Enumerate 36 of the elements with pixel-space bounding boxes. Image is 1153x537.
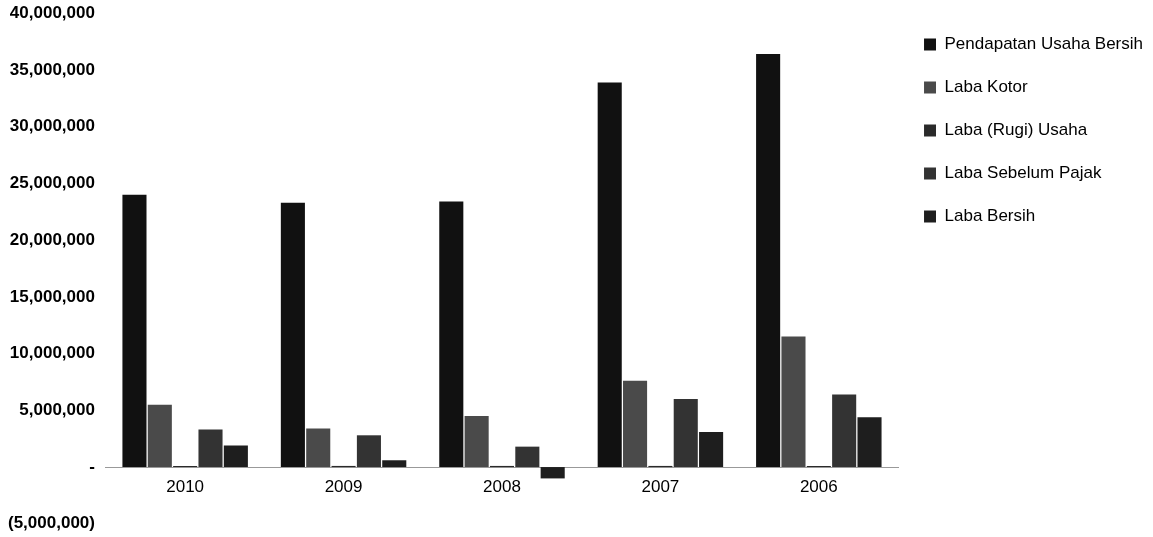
y-tick-label: 40,000,000 — [9, 2, 95, 22]
legend-label: Laba Kotor — [944, 77, 1029, 97]
y-tick-label: 25,000,000 — [9, 173, 95, 193]
y-tick-label: 10,000,000 — [9, 343, 95, 363]
bar — [540, 467, 565, 479]
bar — [306, 428, 331, 468]
x-tick-label: 2007 — [641, 476, 680, 496]
y-tick-label: - — [89, 456, 95, 476]
x-tick-label: 2009 — [324, 476, 363, 496]
bar — [756, 54, 781, 468]
y-tick-label: (5,000,000) — [8, 513, 95, 533]
bar — [464, 416, 489, 468]
bar — [781, 336, 806, 468]
legend-label: Laba (Rugi) Usaha — [944, 120, 1088, 140]
bar — [673, 398, 698, 468]
bar — [122, 194, 147, 468]
y-tick-label: 5,000,000 — [19, 400, 95, 420]
legend-label: Pendapatan Usaha Bersih — [944, 34, 1144, 54]
y-tick-label: 20,000,000 — [9, 229, 95, 249]
legend-label: Laba Sebelum Pajak — [944, 163, 1102, 183]
bar — [223, 445, 248, 468]
x-tick-label: 2010 — [166, 476, 205, 496]
bar — [623, 380, 648, 468]
y-tick-label: 30,000,000 — [9, 116, 95, 136]
bar — [439, 201, 464, 468]
bar — [147, 404, 172, 468]
legend-label: Laba Bersih — [944, 206, 1036, 226]
bar — [280, 202, 305, 468]
x-tick-label: 2008 — [483, 476, 521, 496]
bar — [597, 82, 622, 468]
x-tick-label: 2006 — [799, 476, 838, 496]
bar — [699, 431, 724, 468]
bar — [857, 417, 882, 468]
y-tick-label: 35,000,000 — [9, 59, 95, 79]
y-tick-label: 15,000,000 — [9, 286, 95, 306]
bar — [382, 460, 407, 468]
